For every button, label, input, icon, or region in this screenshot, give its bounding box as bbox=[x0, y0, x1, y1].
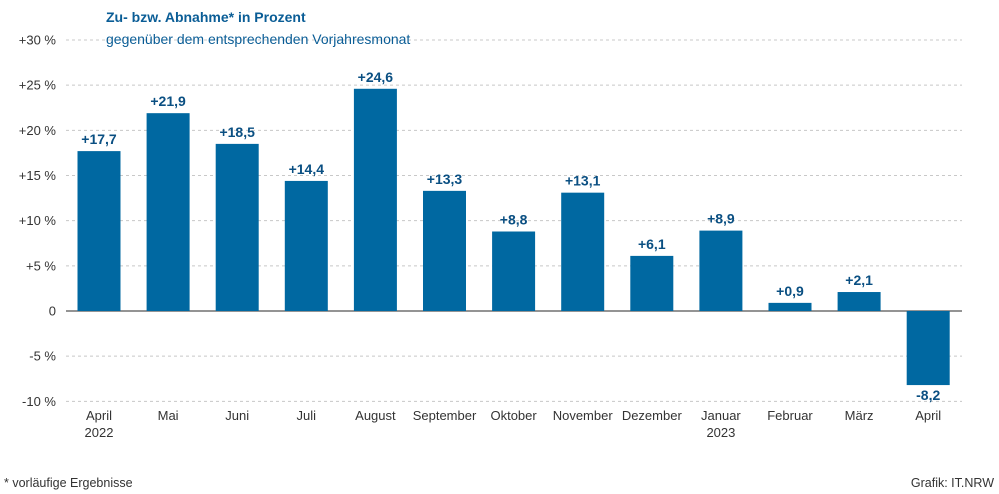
data-label: +6,1 bbox=[638, 236, 666, 252]
bar bbox=[699, 230, 743, 311]
x-tick-year-label: 2022 bbox=[85, 425, 114, 440]
data-label: +0,9 bbox=[776, 283, 804, 299]
x-tick-label: September bbox=[413, 408, 477, 423]
y-tick-label: -10 % bbox=[22, 394, 56, 409]
source-credit: Grafik: IT.NRW bbox=[911, 476, 994, 490]
y-tick-label: +15 % bbox=[19, 168, 57, 183]
x-tick-label: August bbox=[355, 408, 396, 423]
footnote: * vorläufige Ergebnisse bbox=[4, 476, 133, 490]
bar bbox=[906, 311, 950, 386]
x-tick-label: Juni bbox=[225, 408, 249, 423]
x-tick-label: Januar bbox=[701, 408, 741, 423]
bars bbox=[77, 88, 950, 386]
data-labels: +17,7 +21,9 +18,5 +14,4 +24,6 +13,3 +8,8 +13,1 +… bbox=[81, 69, 940, 403]
x-tick-label: Dezember bbox=[622, 408, 683, 423]
y-tick-label: +20 % bbox=[19, 123, 57, 138]
x-tick-label: Mai bbox=[158, 408, 179, 423]
bar bbox=[423, 190, 466, 311]
x-tick-label: März bbox=[845, 408, 874, 423]
data-label: +2,1 bbox=[845, 272, 873, 288]
data-label: +17,7 bbox=[81, 131, 117, 147]
bar bbox=[492, 231, 536, 311]
data-label: +8,8 bbox=[500, 212, 528, 228]
y-tick-label: 0 bbox=[49, 304, 56, 319]
data-label: +8,9 bbox=[707, 211, 735, 227]
data-label: +13,1 bbox=[565, 173, 601, 189]
data-label: +18,5 bbox=[219, 124, 255, 140]
bar bbox=[284, 180, 328, 311]
x-tick-label: Juli bbox=[297, 408, 317, 423]
bar bbox=[561, 192, 605, 311]
x-tick-label: Oktober bbox=[490, 408, 537, 423]
bar bbox=[146, 113, 190, 311]
bar bbox=[353, 88, 397, 311]
bar bbox=[215, 143, 259, 311]
y-tick-label: +25 % bbox=[19, 78, 57, 93]
y-tick-label: +5 % bbox=[26, 258, 56, 273]
bar bbox=[837, 292, 881, 311]
x-tick-label: November bbox=[553, 408, 614, 423]
y-tick-label: +10 % bbox=[19, 213, 57, 228]
data-label: +24,6 bbox=[358, 69, 394, 85]
data-label: +14,4 bbox=[289, 161, 325, 177]
x-tick-year-label: 2023 bbox=[706, 425, 735, 440]
data-label: +21,9 bbox=[150, 93, 186, 109]
x-tick-label: April bbox=[86, 408, 112, 423]
data-label: -8,2 bbox=[916, 387, 940, 403]
x-tick-label: April bbox=[915, 408, 941, 423]
chart-subtitle: gegenüber dem entsprechenden Vorjahresmo… bbox=[106, 31, 410, 47]
chart-title: Zu- bzw. Abnahme* in Prozent bbox=[106, 9, 306, 25]
bar bbox=[630, 255, 674, 311]
y-axis-ticks: -10 % -5 % 0 +5 % +10 % +15 % +20 % +25 % +30 % bbox=[19, 33, 57, 409]
y-tick-label: +30 % bbox=[19, 33, 57, 48]
bar bbox=[77, 151, 121, 311]
bar bbox=[768, 302, 812, 311]
x-axis-ticks: April 2022 Mai Juni Juli August September Oktob… bbox=[85, 408, 942, 440]
y-tick-label: -5 % bbox=[29, 349, 56, 364]
data-label: +13,3 bbox=[427, 171, 463, 187]
x-tick-label: Februar bbox=[767, 408, 813, 423]
